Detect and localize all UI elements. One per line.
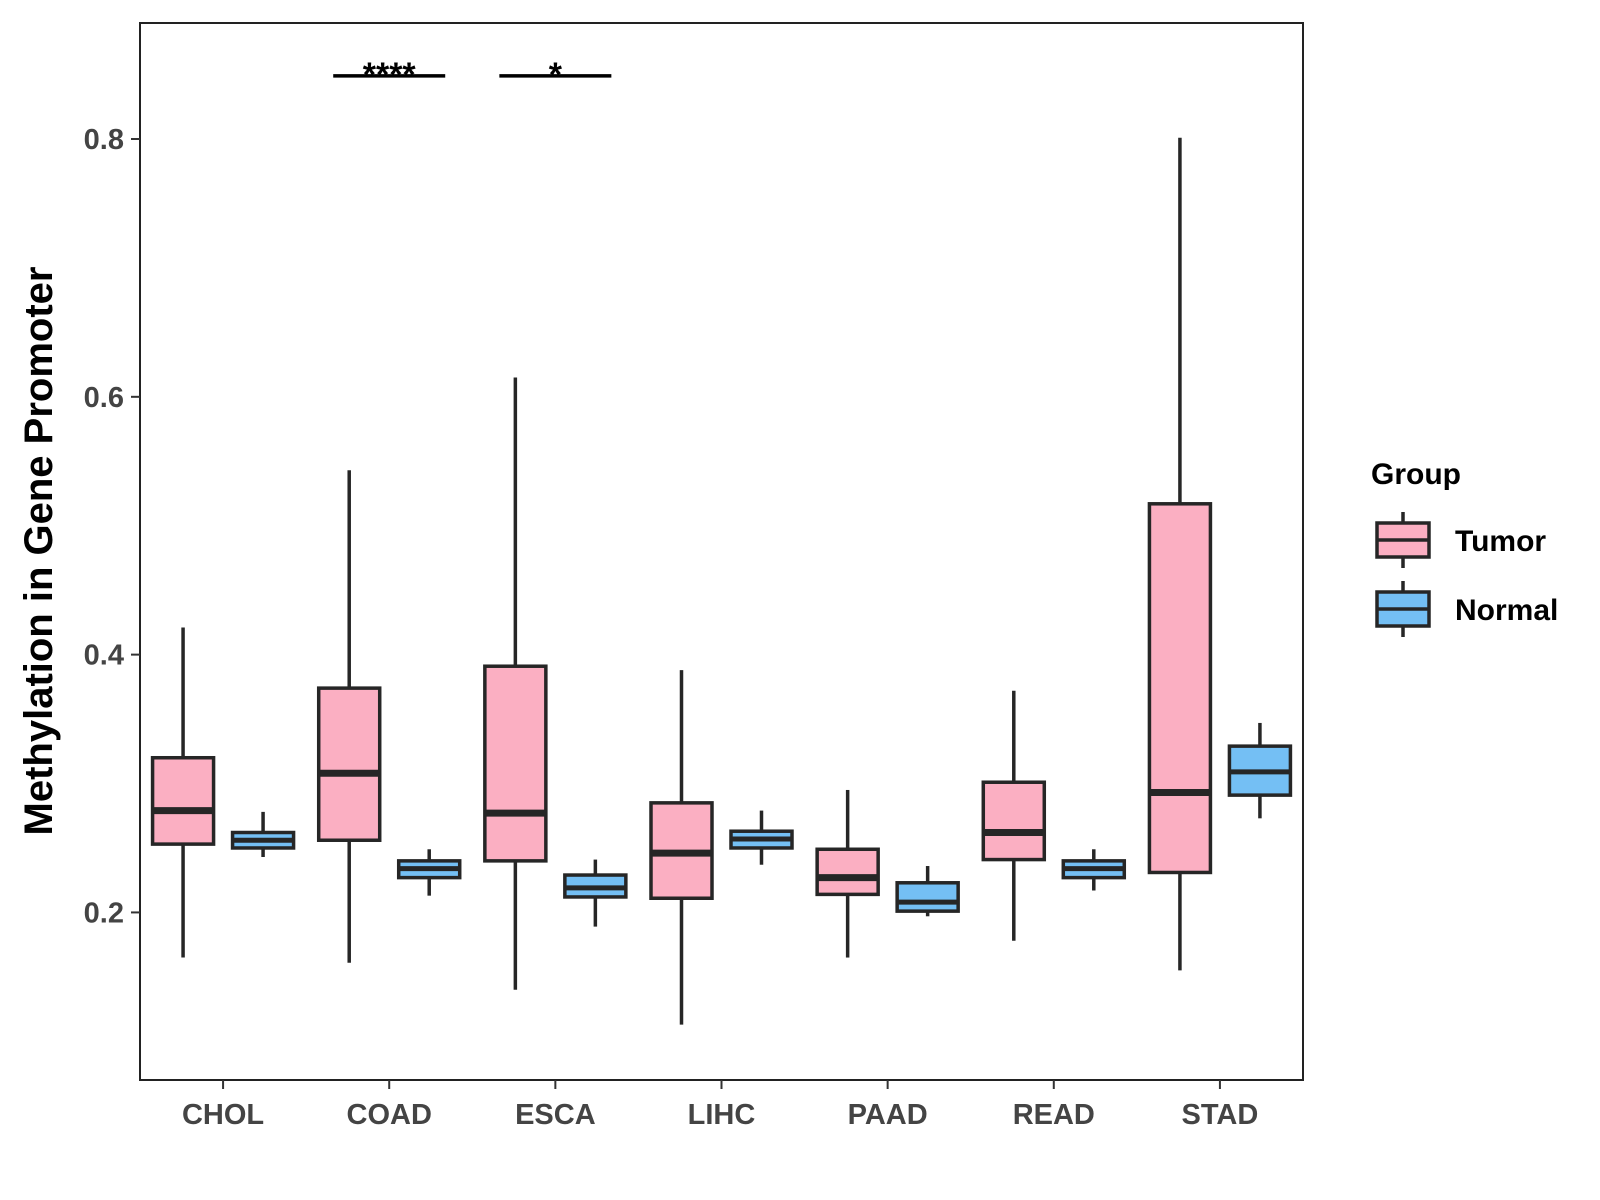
box-normal-coad xyxy=(396,849,462,896)
box-normal-stad xyxy=(1227,722,1293,819)
iqr-box xyxy=(981,780,1047,862)
y-axis: 0.2 0.4 0.6 0.8 xyxy=(84,124,140,929)
box-normal-esca xyxy=(563,859,628,927)
x-tick-label-stad: STAD xyxy=(1182,1099,1259,1131)
significance-annotations: **** * xyxy=(333,56,612,94)
box-tumor-coad xyxy=(316,470,382,963)
y-tick-label: 0.4 xyxy=(84,640,124,672)
legend-item-tumor: Tumor xyxy=(1375,512,1546,568)
x-tick-label-read: READ xyxy=(1013,1099,1095,1131)
x-tick-label-paad: PAAD xyxy=(848,1099,928,1131)
box-tumor-esca xyxy=(483,377,548,990)
box-normal-paad xyxy=(895,866,960,917)
significance-label: **** xyxy=(363,56,417,94)
iqr-box xyxy=(895,881,960,913)
y-axis-label: Methylation in Gene Promoter xyxy=(17,267,61,836)
box-tumor-read xyxy=(981,690,1047,941)
box-tumor-chol xyxy=(150,627,216,958)
box-normal-read xyxy=(1061,849,1127,891)
significance-label: * xyxy=(549,56,563,94)
y-tick-label: 0.2 xyxy=(84,897,124,929)
legend-label: Normal xyxy=(1455,594,1558,627)
x-tick-label-esca: ESCA xyxy=(515,1099,596,1131)
iqr-box xyxy=(150,755,216,846)
legend: Group Tumor Normal xyxy=(1371,458,1558,637)
box-series xyxy=(150,137,1293,1025)
box-normal-lihc xyxy=(729,810,794,865)
x-tick-label-lihc: LIHC xyxy=(688,1099,756,1131)
x-tick-label-chol: CHOL xyxy=(182,1099,264,1131)
box-tumor-stad xyxy=(1147,137,1213,971)
plot-panel xyxy=(139,22,1304,1081)
x-tick-label-coad: COAD xyxy=(347,1099,432,1131)
iqr-box xyxy=(316,686,382,842)
legend-title: Group xyxy=(1371,458,1461,491)
iqr-box xyxy=(1147,502,1213,875)
iqr-box xyxy=(483,664,548,863)
y-tick-label: 0.8 xyxy=(84,124,124,156)
legend-item-normal: Normal xyxy=(1375,581,1558,637)
iqr-box xyxy=(815,847,880,897)
box-normal-chol xyxy=(230,811,296,857)
box-tumor-lihc xyxy=(649,670,714,1025)
y-tick-label: 0.6 xyxy=(84,382,124,414)
box-tumor-paad xyxy=(815,789,880,958)
x-axis: CHOL COAD ESCA LIHC PAAD READ STAD xyxy=(182,1080,1258,1131)
legend-label: Tumor xyxy=(1455,525,1546,558)
